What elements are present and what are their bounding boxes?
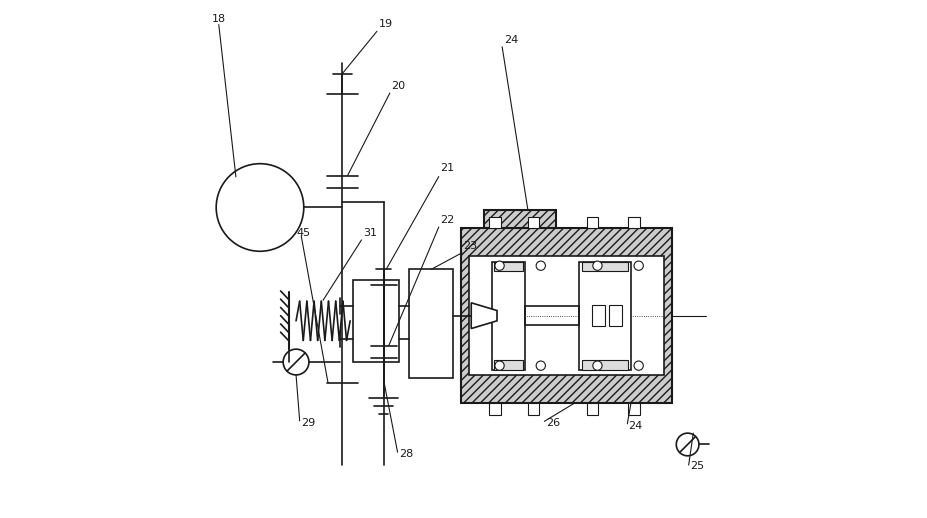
Bar bbox=[489, 217, 501, 228]
Text: 21: 21 bbox=[440, 163, 454, 174]
Text: 28: 28 bbox=[400, 449, 413, 459]
Bar bbox=[587, 217, 599, 228]
Bar bbox=[489, 403, 501, 414]
Bar bbox=[582, 262, 629, 271]
Text: BLDC: BLDC bbox=[242, 192, 278, 205]
Text: 18: 18 bbox=[212, 14, 226, 24]
Bar bbox=[527, 217, 540, 228]
Bar bbox=[527, 403, 540, 414]
Bar bbox=[492, 262, 526, 370]
Circle shape bbox=[536, 261, 545, 270]
Text: 24: 24 bbox=[629, 421, 642, 431]
Bar bbox=[494, 262, 523, 271]
Text: 31: 31 bbox=[363, 228, 377, 238]
Bar bbox=[587, 403, 599, 414]
Bar bbox=[410, 269, 453, 378]
Circle shape bbox=[677, 433, 699, 456]
Text: 20: 20 bbox=[391, 81, 405, 91]
Text: 23: 23 bbox=[464, 241, 477, 251]
Circle shape bbox=[593, 361, 603, 370]
Circle shape bbox=[634, 261, 643, 270]
Text: 29: 29 bbox=[301, 419, 315, 428]
Bar bbox=[494, 361, 523, 370]
Bar bbox=[582, 361, 629, 370]
Bar bbox=[609, 306, 622, 326]
Polygon shape bbox=[471, 303, 497, 328]
Bar bbox=[579, 262, 631, 370]
Circle shape bbox=[495, 261, 504, 270]
Text: 24: 24 bbox=[503, 35, 518, 45]
Bar bbox=[484, 210, 556, 228]
Bar bbox=[592, 306, 605, 326]
Bar bbox=[461, 228, 672, 403]
Text: 19: 19 bbox=[378, 19, 393, 29]
Text: 电机: 电机 bbox=[252, 212, 268, 225]
Bar bbox=[469, 256, 665, 375]
Text: 45: 45 bbox=[296, 228, 311, 238]
Bar bbox=[629, 217, 640, 228]
Bar bbox=[353, 280, 400, 362]
Circle shape bbox=[634, 361, 643, 370]
Text: 22: 22 bbox=[440, 215, 454, 225]
Circle shape bbox=[283, 349, 309, 375]
Text: 25: 25 bbox=[691, 461, 705, 471]
Text: 26: 26 bbox=[546, 419, 560, 428]
Bar bbox=[629, 403, 640, 414]
Circle shape bbox=[495, 361, 504, 370]
Circle shape bbox=[216, 164, 304, 251]
Circle shape bbox=[593, 261, 603, 270]
Circle shape bbox=[536, 361, 545, 370]
